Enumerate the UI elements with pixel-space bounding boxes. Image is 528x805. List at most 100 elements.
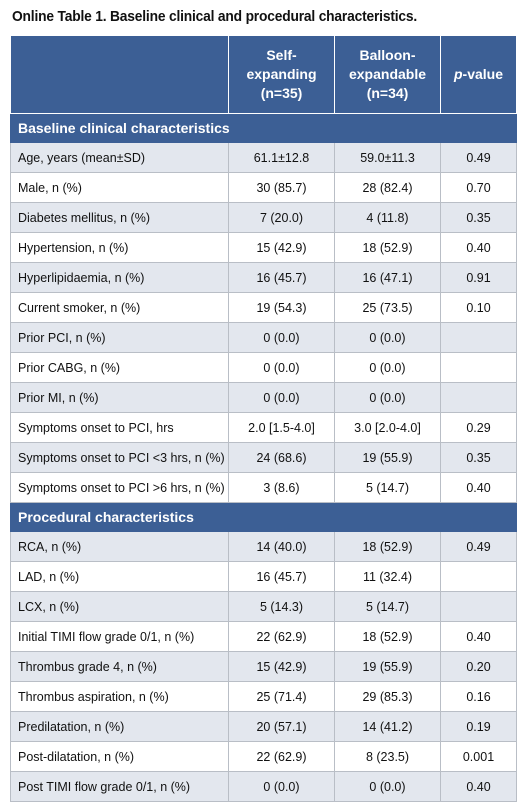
table-row: Prior CABG, n (%) 0 (0.0) 0 (0.0) [10,352,517,383]
table-row: Prior MI, n (%) 0 (0.0) 0 (0.0) [10,382,517,413]
self-expanding-value: 5 (14.3) [228,591,335,622]
balloon-expandable-value: 59.0±11.3 [334,142,441,173]
self-expanding-value: 0 (0.0) [228,771,335,802]
section-header-row: Procedural characteristics [10,502,517,532]
row-label: Symptoms onset to PCI >6 hrs, n (%) [10,472,229,503]
table-row: Predilatation, n (%) 20 (57.1) 14 (41.2) 0.… [10,711,517,742]
row-label: Post TIMI flow grade 0/1, n (%) [10,771,229,802]
row-label: RCA, n (%) [10,531,229,562]
header-p-rest: -value [462,66,504,82]
p-value: 0.20 [440,651,517,682]
table-row: Symptoms onset to PCI, hrs 2.0 [1.5-4.0] 3… [10,412,517,443]
table-title: Online Table 1. Baseline clinical and pr… [12,8,418,25]
table-row: RCA, n (%) 14 (40.0) 18 (52.9) 0.49 [10,531,517,562]
section-heading: Procedural characteristics [10,502,517,532]
balloon-expandable-value: 4 (11.8) [334,202,441,233]
self-expanding-value: 61.1±12.8 [228,142,335,173]
section-heading: Baseline clinical characteristics [10,113,517,143]
table-row: Hypertension, n (%) 15 (42.9) 18 (52.9) 0.4… [10,232,517,263]
balloon-expandable-value: 14 (41.2) [334,711,441,742]
balloon-expandable-value: 29 (85.3) [334,681,441,712]
table-header-row: Self- expanding (n=35) Balloon- expandab… [10,35,517,114]
row-label: Prior CABG, n (%) [10,352,229,383]
header-self-line3: (n=35) [260,85,303,101]
p-value: 0.40 [440,232,517,263]
header-self-line2: expanding [246,66,317,82]
table-row: Prior PCI, n (%) 0 (0.0) 0 (0.0) [10,322,517,353]
header-p-value: p-value [440,35,517,114]
p-value [440,561,517,592]
p-value: 0.70 [440,172,517,203]
characteristics-table: Self- expanding (n=35) Balloon- expandab… [10,35,517,802]
self-expanding-value: 16 (45.7) [228,262,335,293]
p-value: 0.40 [440,472,517,503]
table-row: Symptoms onset to PCI >6 hrs, n (%) 3 (8.… [10,472,517,503]
row-label: Prior MI, n (%) [10,382,229,413]
self-expanding-value: 2.0 [1.5-4.0] [228,412,335,443]
p-value [440,322,517,353]
table-row: Thrombus aspiration, n (%) 25 (71.4) 29 (8… [10,681,517,712]
header-balloon-line3: (n=34) [366,85,409,101]
row-label: Thrombus aspiration, n (%) [10,681,229,712]
self-expanding-value: 15 (42.9) [228,651,335,682]
header-self-line1: Self- [266,47,297,63]
table-row: Thrombus grade 4, n (%) 15 (42.9) 19 (55.9… [10,651,517,682]
p-value: 0.49 [440,142,517,173]
row-label: Predilatation, n (%) [10,711,229,742]
row-label: LCX, n (%) [10,591,229,622]
table-row: Diabetes mellitus, n (%) 7 (20.0) 4 (11.8)… [10,202,517,233]
self-expanding-value: 0 (0.0) [228,322,335,353]
header-balloon-line2: expandable [348,66,427,82]
p-value [440,352,517,383]
balloon-expandable-value: 0 (0.0) [334,322,441,353]
self-expanding-value: 30 (85.7) [228,172,335,203]
p-value: 0.29 [440,412,517,443]
section-header-row: Baseline clinical characteristics [10,113,517,143]
self-expanding-value: 19 (54.3) [228,292,335,323]
table-body: Baseline clinical characteristics Age, ye… [10,113,517,802]
balloon-expandable-value: 19 (55.9) [334,651,441,682]
p-value: 0.35 [440,202,517,233]
self-expanding-value: 15 (42.9) [228,232,335,263]
table-row: Current smoker, n (%) 19 (54.3) 25 (73.5) 0… [10,292,517,323]
table-row: LAD, n (%) 16 (45.7) 11 (32.4) [10,561,517,592]
balloon-expandable-value: 5 (14.7) [334,591,441,622]
row-label: Diabetes mellitus, n (%) [10,202,229,233]
p-value: 0.16 [440,681,517,712]
balloon-expandable-value: 3.0 [2.0-4.0] [334,412,441,443]
p-value: 0.40 [440,621,517,652]
balloon-expandable-value: 18 (52.9) [334,232,441,263]
balloon-expandable-value: 0 (0.0) [334,771,441,802]
header-blank-cell [10,35,229,114]
balloon-expandable-value: 0 (0.0) [334,352,441,383]
table-row: Initial TIMI flow grade 0/1, n (%) 22 (62… [10,621,517,652]
balloon-expandable-value: 5 (14.7) [334,472,441,503]
table-row: Post-dilatation, n (%) 22 (62.9) 8 (23.5) 0… [10,741,517,772]
self-expanding-value: 0 (0.0) [228,352,335,383]
balloon-expandable-value: 18 (52.9) [334,621,441,652]
self-expanding-value: 3 (8.6) [228,472,335,503]
p-value: 0.001 [440,741,517,772]
self-expanding-value: 24 (68.6) [228,442,335,473]
table-row: LCX, n (%) 5 (14.3) 5 (14.7) [10,591,517,622]
balloon-expandable-value: 16 (47.1) [334,262,441,293]
table-row: Post TIMI flow grade 0/1, n (%) 0 (0.0) 0 … [10,771,517,802]
self-expanding-value: 25 (71.4) [228,681,335,712]
row-label: Thrombus grade 4, n (%) [10,651,229,682]
p-value: 0.49 [440,531,517,562]
table-row: Symptoms onset to PCI <3 hrs, n (%) 24 (6… [10,442,517,473]
self-expanding-value: 22 (62.9) [228,741,335,772]
self-expanding-value: 22 (62.9) [228,621,335,652]
header-balloon-expandable: Balloon- expandable (n=34) [334,35,441,114]
row-label: Post-dilatation, n (%) [10,741,229,772]
header-self-expanding: Self- expanding (n=35) [228,35,335,114]
row-label: Age, years (mean±SD) [10,142,229,173]
balloon-expandable-value: 28 (82.4) [334,172,441,203]
table-row: Hyperlipidaemia, n (%) 16 (45.7) 16 (47.1)… [10,262,517,293]
balloon-expandable-value: 19 (55.9) [334,442,441,473]
balloon-expandable-value: 18 (52.9) [334,531,441,562]
header-p-italic: p [453,66,463,82]
row-label: Hyperlipidaemia, n (%) [10,262,229,293]
self-expanding-value: 0 (0.0) [228,382,335,413]
balloon-expandable-value: 0 (0.0) [334,382,441,413]
